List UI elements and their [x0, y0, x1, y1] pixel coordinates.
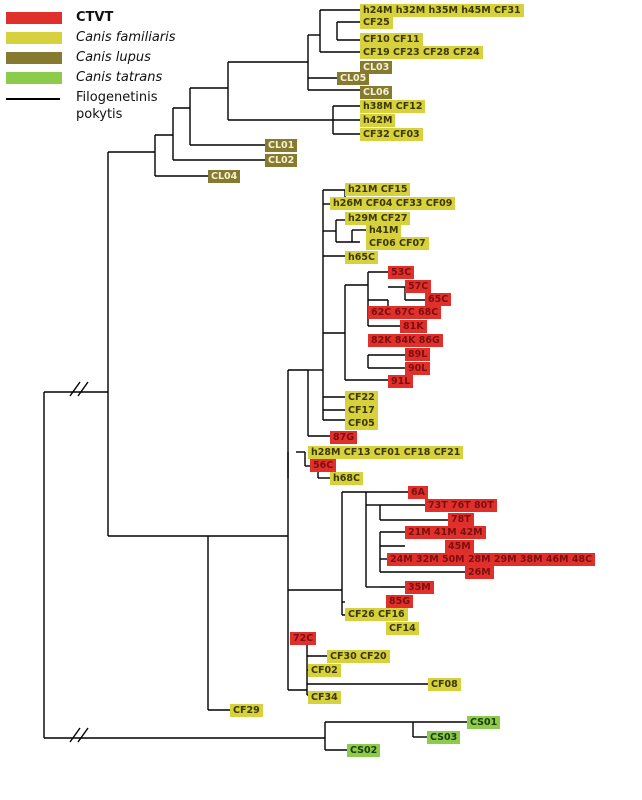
leaf-tag: 81K — [400, 320, 427, 333]
legend-label-tree-line-1: Filogenetinis — [76, 90, 158, 105]
leaf-tag: CF17 — [345, 404, 378, 417]
leaf-tag: 6A — [408, 486, 428, 499]
leaf-tag: CF10 CF11 — [360, 33, 423, 46]
leaf-tag: CF02 — [308, 664, 341, 677]
leaf-tag: 45M — [445, 540, 474, 553]
leaf-tag: CS02 — [347, 744, 381, 757]
leaf-tag: 89L — [405, 348, 431, 361]
leaf-tag: 26M — [465, 566, 494, 579]
legend-label-lupus: Canis lupus — [76, 50, 151, 65]
leaf-tag: CF32 CF03 — [360, 128, 423, 141]
leaf-tag: CS03 — [427, 731, 461, 744]
break-mark-lower — [69, 727, 89, 743]
legend-label-tatrans: Canis tatrans — [76, 70, 163, 85]
leaf-tag: 35M — [405, 581, 434, 594]
leaf-tag: h41M — [366, 224, 402, 237]
leaf-tag: 90L — [405, 362, 431, 375]
leaf-tag: CS01 — [467, 716, 501, 729]
leaf-tag: h24M h32M h35M h45M CF31 — [360, 4, 524, 17]
leaf-tag: 73T 76T 80T — [425, 499, 497, 512]
leaf-tag: CL02 — [265, 154, 298, 167]
leaf-tag: 82K 84K 86G — [368, 334, 443, 347]
break-mark-upper — [69, 381, 89, 397]
leaf-tag: h38M CF12 — [360, 100, 426, 113]
leaf-tag: h68C — [330, 472, 363, 485]
leaf-tag: 91L — [388, 375, 414, 388]
leaf-tag: h29M CF27 — [345, 212, 411, 225]
leaf-tag: h26M CF04 CF33 CF09 — [330, 197, 456, 210]
leaf-tag: h65C — [345, 251, 378, 264]
legend-swatch-tatrans — [6, 72, 62, 84]
leaf-tag: CF14 — [386, 622, 419, 635]
leaf-tag: h42M — [360, 114, 396, 127]
leaf-tag: CL03 — [360, 61, 393, 74]
leaf-tag: h28M CF13 CF01 CF18 CF21 — [308, 446, 464, 459]
legend-label-ctvt: CTVT — [76, 10, 114, 25]
leaf-tag: CF29 — [230, 704, 263, 717]
leaf-tag: CF06 CF07 — [366, 237, 429, 250]
leaf-tag: 53C — [388, 266, 415, 279]
leaf-tag: 87G — [330, 431, 358, 444]
leaf-tag: CF22 — [345, 391, 378, 404]
leaf-tag: 57C — [405, 280, 432, 293]
leaf-tag: 72C — [290, 632, 317, 645]
leaf-tag: 24M 32M 50M 28M 29M 38M 46M 48C — [387, 553, 596, 566]
legend-swatch-lupus — [6, 52, 62, 64]
legend-swatch-ctvt — [6, 12, 62, 24]
leaf-tag: CF19 CF23 CF28 CF24 — [360, 46, 483, 59]
leaf-tag: 78T — [448, 513, 474, 526]
leaf-tag: CL01 — [265, 139, 298, 152]
leaf-tag: CL04 — [208, 170, 241, 183]
leaf-tag: CL06 — [360, 86, 393, 99]
leaf-tag: CF30 CF20 — [327, 650, 390, 663]
leaf-tag: CF25 — [360, 16, 393, 29]
legend-label-tree-line-2: pokytis — [76, 107, 123, 122]
leaf-tag: 65C — [425, 293, 452, 306]
legend-swatch-familiaris — [6, 32, 62, 44]
leaf-tag: 62C 67C 68C — [368, 306, 442, 319]
leaf-tag: CL05 — [337, 72, 370, 85]
leaf-tag: 21M 41M 42M — [405, 526, 486, 539]
legend-label-familiaris: Canis familiaris — [76, 30, 176, 45]
leaf-tag: CF34 — [308, 691, 341, 704]
leaf-tag: 56C — [310, 459, 337, 472]
leaf-tag: CF08 — [428, 678, 461, 691]
leaf-tag: CF26 CF16 — [345, 608, 408, 621]
leaf-tag: CF05 — [345, 417, 378, 430]
legend-line-sample — [6, 98, 60, 100]
leaf-tag: h21M CF15 — [345, 183, 411, 196]
leaf-tag: 85G — [386, 595, 414, 608]
